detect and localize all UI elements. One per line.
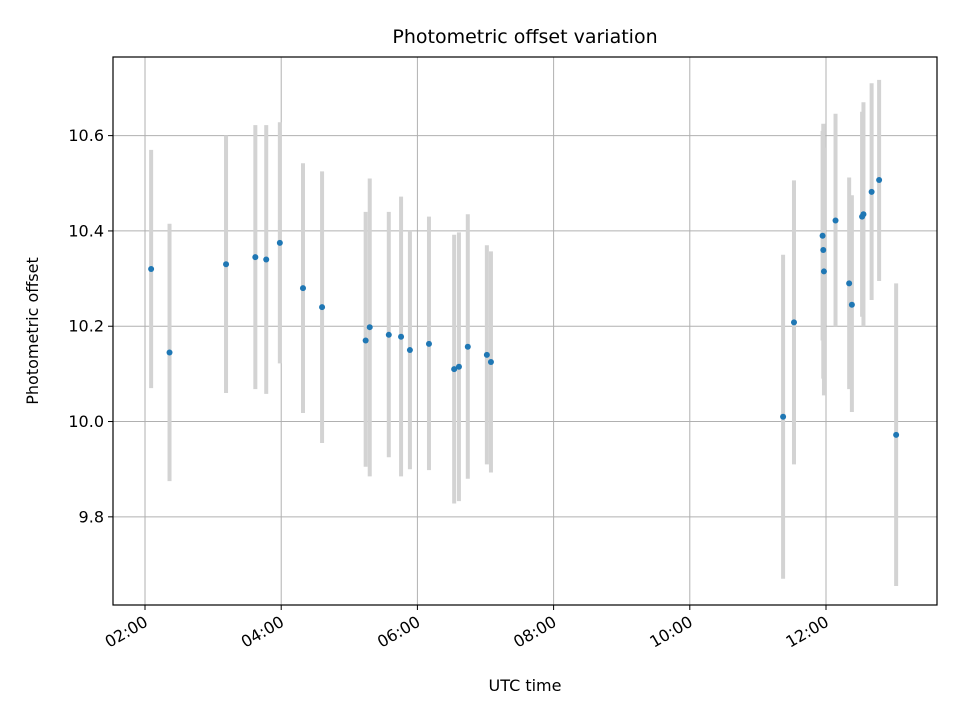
data-point-5 (276, 239, 283, 246)
data-points (148, 176, 900, 438)
data-point-23 (820, 268, 827, 275)
grid-lines (113, 57, 937, 605)
data-point-3 (252, 254, 259, 261)
data-point-10 (385, 331, 392, 338)
data-point-2 (223, 261, 230, 268)
x-tick-label-4: 10:00 (646, 612, 695, 652)
data-point-22 (820, 246, 827, 253)
data-point-29 (868, 188, 875, 195)
error-bars (149, 79, 899, 586)
x-tick-label-2: 06:00 (374, 612, 423, 652)
x-axis-label: UTC time (489, 676, 562, 695)
x-tick-label-1: 04:00 (238, 612, 287, 652)
data-point-21 (819, 232, 826, 239)
data-point-9 (366, 324, 373, 331)
chart-title: Photometric offset variation (392, 26, 657, 48)
y-tick-label-1: 10.0 (68, 412, 104, 431)
data-point-6 (299, 285, 306, 292)
y-tick-label-0: 9.8 (79, 507, 104, 526)
x-tick-label-3: 08:00 (510, 612, 559, 652)
data-point-19 (780, 413, 787, 420)
plot-frame (112, 56, 938, 606)
data-point-24 (832, 217, 839, 224)
y-tick-label-4: 10.6 (68, 126, 104, 145)
data-point-31 (893, 431, 900, 438)
data-point-18 (487, 358, 494, 365)
y-axis-label: Photometric offset (23, 257, 42, 405)
data-point-12 (406, 347, 413, 354)
data-point-0 (148, 266, 155, 273)
data-point-15 (455, 363, 462, 370)
data-point-26 (848, 301, 855, 308)
data-point-20 (790, 319, 797, 326)
data-point-4 (263, 256, 270, 263)
x-axis-ticks: 02:00 04:00 06:00 08:00 10:00 12:00 (102, 605, 832, 652)
data-point-8 (362, 337, 369, 344)
data-point-14 (451, 366, 458, 373)
data-point-13 (425, 340, 432, 347)
data-point-30 (876, 176, 883, 183)
x-tick-label-0: 02:00 (102, 612, 151, 652)
x-tick-label-5: 12:00 (783, 612, 832, 652)
data-point-25 (846, 280, 853, 287)
data-point-16 (464, 343, 471, 350)
data-point-28 (860, 211, 867, 218)
data-point-7 (319, 304, 326, 311)
data-point-17 (483, 351, 490, 358)
data-point-1 (166, 349, 173, 356)
data-point-11 (398, 333, 405, 340)
y-tick-label-3: 10.4 (68, 221, 104, 240)
y-axis-ticks: 9.8 10.0 10.2 10.4 10.6 (68, 126, 113, 526)
y-tick-label-2: 10.2 (68, 317, 104, 336)
